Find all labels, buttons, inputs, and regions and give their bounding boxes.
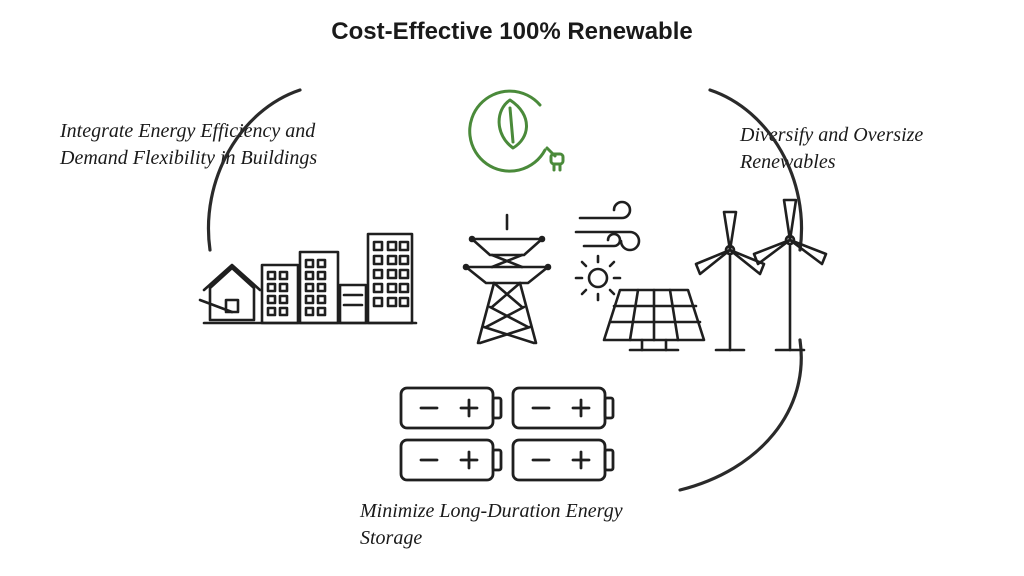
diagram-stage: Cost-Effective 100% Renewable Integrate … xyxy=(0,0,1024,576)
renewables-icon xyxy=(570,190,830,360)
arc-bottom-right xyxy=(680,340,801,490)
buildings-icon xyxy=(200,210,430,350)
leaf-plug-icon xyxy=(455,70,575,190)
batteries-icon xyxy=(395,380,615,490)
power-pylon-icon xyxy=(452,215,562,355)
